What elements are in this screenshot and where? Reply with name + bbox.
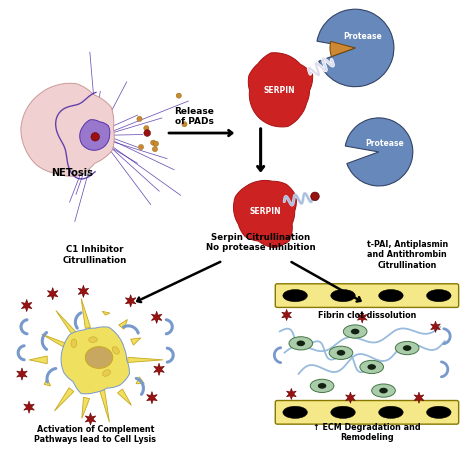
Text: Release
of PADs: Release of PADs xyxy=(174,107,214,126)
Text: Serpin Citrullination
No protease Inhibition: Serpin Citrullination No protease Inhibi… xyxy=(206,233,315,252)
Ellipse shape xyxy=(283,290,308,302)
Circle shape xyxy=(152,146,157,152)
Polygon shape xyxy=(118,389,131,405)
Polygon shape xyxy=(282,310,292,320)
Polygon shape xyxy=(81,299,91,328)
Ellipse shape xyxy=(379,290,403,302)
Circle shape xyxy=(144,130,151,137)
Polygon shape xyxy=(80,120,110,150)
Text: Fibrin clot dissolution: Fibrin clot dissolution xyxy=(318,311,416,320)
Wedge shape xyxy=(317,9,394,87)
Circle shape xyxy=(144,126,149,131)
Polygon shape xyxy=(24,401,35,413)
Polygon shape xyxy=(146,392,157,404)
Ellipse shape xyxy=(337,350,345,356)
Ellipse shape xyxy=(379,406,403,419)
Wedge shape xyxy=(330,41,355,56)
Ellipse shape xyxy=(283,406,308,419)
Ellipse shape xyxy=(289,337,313,350)
Ellipse shape xyxy=(427,406,451,419)
Ellipse shape xyxy=(379,388,388,393)
Text: Activation of Complement
Pathways lead to Cell Lysis: Activation of Complement Pathways lead t… xyxy=(34,425,156,444)
Circle shape xyxy=(311,192,319,201)
Circle shape xyxy=(182,122,187,127)
Ellipse shape xyxy=(351,328,359,334)
Circle shape xyxy=(91,133,100,141)
Polygon shape xyxy=(346,392,356,403)
Ellipse shape xyxy=(372,384,395,397)
Polygon shape xyxy=(102,311,110,315)
Polygon shape xyxy=(82,397,90,419)
Ellipse shape xyxy=(102,370,110,376)
Polygon shape xyxy=(234,181,296,247)
Polygon shape xyxy=(286,388,296,400)
Polygon shape xyxy=(136,377,144,384)
Ellipse shape xyxy=(89,337,97,342)
Wedge shape xyxy=(345,118,413,186)
Polygon shape xyxy=(42,334,69,349)
Ellipse shape xyxy=(395,341,419,355)
Polygon shape xyxy=(414,392,424,403)
Ellipse shape xyxy=(112,346,119,354)
Text: ↑ ECM Degradation and
Remodeling: ↑ ECM Degradation and Remodeling xyxy=(313,423,421,442)
Circle shape xyxy=(176,93,182,98)
FancyBboxPatch shape xyxy=(275,401,459,424)
Ellipse shape xyxy=(318,383,326,389)
Polygon shape xyxy=(154,363,164,375)
Ellipse shape xyxy=(331,290,356,302)
Circle shape xyxy=(137,116,142,121)
FancyBboxPatch shape xyxy=(275,284,459,308)
Text: SERPIN: SERPIN xyxy=(249,207,281,216)
Polygon shape xyxy=(56,310,77,337)
Polygon shape xyxy=(21,300,32,312)
Ellipse shape xyxy=(71,339,77,347)
Polygon shape xyxy=(29,356,47,364)
Circle shape xyxy=(138,145,144,150)
Ellipse shape xyxy=(100,356,106,364)
Polygon shape xyxy=(21,83,114,176)
Polygon shape xyxy=(85,413,96,425)
Polygon shape xyxy=(248,53,313,127)
Ellipse shape xyxy=(427,290,451,302)
Ellipse shape xyxy=(85,346,113,368)
Polygon shape xyxy=(17,368,27,380)
Text: Protease: Protease xyxy=(365,139,404,148)
Ellipse shape xyxy=(367,364,376,370)
Polygon shape xyxy=(128,357,163,363)
Polygon shape xyxy=(44,379,51,386)
Ellipse shape xyxy=(329,346,353,359)
Circle shape xyxy=(154,141,159,146)
Ellipse shape xyxy=(403,345,411,351)
Text: Protease: Protease xyxy=(343,32,382,41)
Polygon shape xyxy=(357,312,367,323)
Polygon shape xyxy=(100,390,109,422)
Polygon shape xyxy=(118,319,128,329)
Text: C1 Inhibitor
Citrullination: C1 Inhibitor Citrullination xyxy=(63,245,128,264)
Text: SERPIN: SERPIN xyxy=(264,86,295,95)
Ellipse shape xyxy=(331,406,356,419)
Text: NETosis: NETosis xyxy=(51,168,92,178)
Ellipse shape xyxy=(297,340,305,346)
Polygon shape xyxy=(47,288,58,300)
Ellipse shape xyxy=(360,360,383,374)
Ellipse shape xyxy=(310,379,334,392)
Polygon shape xyxy=(131,338,141,345)
Polygon shape xyxy=(61,327,129,394)
Text: t-PAI, Antiplasmin
and Antithrombin
Citrullination: t-PAI, Antiplasmin and Antithrombin Citr… xyxy=(366,240,448,270)
Polygon shape xyxy=(55,388,74,411)
Polygon shape xyxy=(125,295,136,307)
Polygon shape xyxy=(430,321,440,332)
Circle shape xyxy=(151,140,156,145)
Polygon shape xyxy=(151,311,162,323)
Ellipse shape xyxy=(343,325,367,338)
Polygon shape xyxy=(78,285,89,298)
